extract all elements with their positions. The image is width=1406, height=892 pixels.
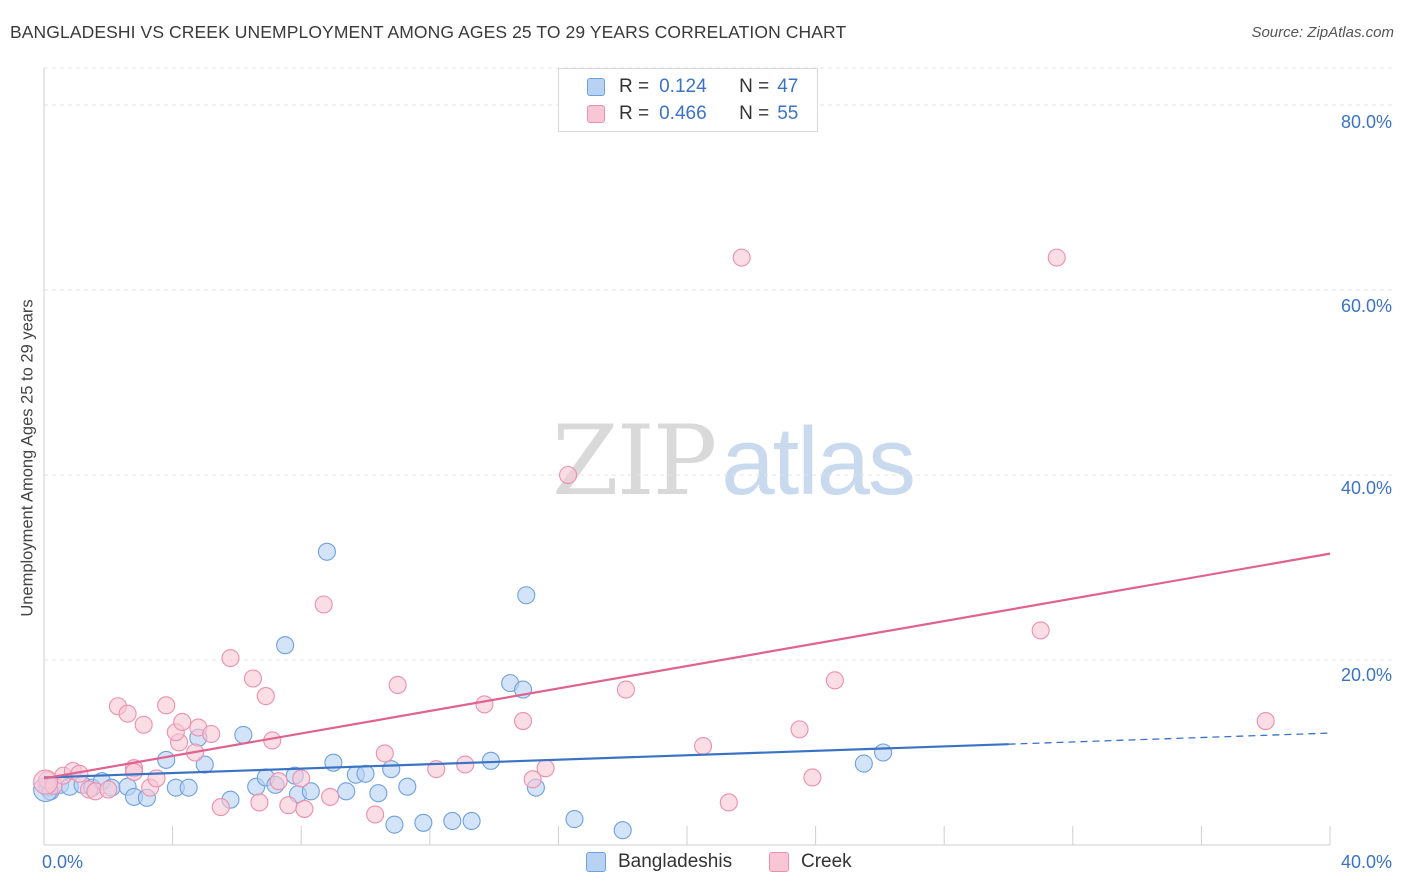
chart-title: BANGLADESHI VS CREEK UNEMPLOYMENT AMONG …	[10, 22, 847, 42]
legend-item-creek[interactable]: Creek	[769, 851, 852, 873]
creek-point	[732, 248, 751, 267]
y-tick-label: 40.0%	[1340, 478, 1392, 498]
bangladeshi-point	[414, 813, 433, 832]
bangladeshi-point	[179, 778, 198, 797]
creek-point	[558, 465, 578, 485]
creek-point	[523, 770, 542, 789]
creek-point	[536, 759, 555, 778]
creek-point	[292, 769, 311, 788]
y-tick-label: 60.0%	[1340, 296, 1392, 316]
n-value: 55	[777, 103, 799, 124]
creek-point	[256, 687, 275, 706]
bangladeshi-point	[369, 784, 388, 803]
watermark: ZIPatlas	[552, 405, 916, 517]
creek-point	[1031, 621, 1050, 640]
creek-point	[388, 675, 407, 695]
legend-label-bangladeshis: Bangladeshis	[618, 851, 733, 872]
bangladeshi-point	[301, 782, 320, 801]
r-value: 0.466	[659, 103, 707, 124]
n-label: N =	[739, 76, 770, 97]
creek-point	[456, 755, 475, 774]
creek-point	[314, 595, 333, 614]
creek-point	[157, 696, 176, 715]
legend-row-bangladeshis: R = 0.124 N = 47	[587, 75, 798, 99]
creek-trend-line	[43, 552, 1331, 780]
bangladeshi-point	[276, 636, 295, 655]
creek-point	[475, 695, 494, 714]
creek-point	[694, 736, 713, 756]
bangladeshi-point	[398, 777, 417, 796]
bangladeshi-point	[234, 725, 253, 744]
source-credit: Source: ZipAtlas.com	[1251, 24, 1394, 41]
y-tick-label: 80.0%	[1340, 112, 1392, 132]
legend-swatch-bangladeshis	[586, 852, 606, 872]
creek-point	[825, 671, 844, 690]
r-label: R =	[619, 76, 650, 97]
bangladeshi-point	[337, 782, 356, 801]
creek-point	[243, 669, 263, 688]
data-points	[33, 248, 1275, 840]
creek-point	[221, 649, 240, 668]
creek-point	[269, 772, 288, 791]
x-tick-label-min: 0.0%	[42, 852, 84, 872]
creek-point	[250, 793, 269, 812]
bangladeshi-point	[157, 750, 176, 769]
x-tick-label-max: 40.0%	[1340, 852, 1392, 872]
bangladeshi-trend-line-extension	[1008, 732, 1331, 745]
n-label: N =	[739, 103, 770, 124]
creek-point	[1047, 248, 1066, 267]
legend-swatch-creek	[769, 852, 789, 872]
creek-point	[375, 744, 394, 763]
creek-point	[118, 704, 137, 723]
n-value: 47	[777, 76, 799, 97]
correlation-legend: R = 0.124 N = 47 R = 0.466 N = 55	[558, 68, 818, 132]
bangladeshi-point	[356, 764, 375, 783]
legend-item-bangladeshis[interactable]: Bangladeshis	[586, 851, 732, 873]
trend-lines	[43, 552, 1331, 780]
r-label: R =	[619, 103, 650, 124]
creek-point	[202, 724, 221, 744]
grid-lines	[44, 67, 1392, 661]
axes	[43, 68, 1331, 846]
creek-point	[279, 796, 298, 815]
bangladeshi-point	[874, 743, 893, 762]
bangladeshi-point	[382, 760, 401, 779]
legend-label-creek: Creek	[801, 851, 852, 872]
creek-point	[134, 715, 153, 734]
creek-point	[616, 680, 635, 699]
legend-swatch-bangladeshis	[587, 78, 605, 96]
legend-row-creek: R = 0.466 N = 55	[587, 102, 798, 126]
creek-point	[719, 793, 738, 812]
creek-point	[790, 720, 809, 739]
bangladeshi-point	[443, 811, 462, 831]
series-legend: Bangladeshis Creek	[0, 851, 1406, 877]
creek-point	[124, 762, 144, 781]
bangladeshi-point	[517, 586, 536, 605]
bangladeshi-point	[613, 821, 632, 840]
creek-point	[173, 712, 192, 732]
bangladeshi-point	[565, 810, 584, 829]
bangladeshi-trend-line	[43, 743, 1009, 779]
creek-point	[33, 769, 59, 795]
bangladeshi-point	[462, 811, 481, 831]
bangladeshi-point	[385, 815, 404, 834]
watermark-zip: ZIP	[552, 405, 717, 517]
creek-point	[99, 780, 118, 799]
r-value: 0.124	[659, 76, 707, 97]
bangladeshi-point	[317, 542, 336, 561]
creek-point	[513, 711, 533, 731]
creek-point	[295, 799, 314, 818]
creek-point	[321, 787, 340, 806]
creek-point	[1256, 711, 1275, 731]
watermark-atlas: atlas	[721, 408, 916, 515]
creek-point	[211, 798, 230, 817]
legend-swatch-creek	[587, 105, 605, 123]
creek-point	[803, 768, 822, 787]
creek-point	[366, 805, 385, 824]
bangladeshi-point	[854, 754, 873, 773]
y-tick-label: 20.0%	[1340, 665, 1392, 685]
